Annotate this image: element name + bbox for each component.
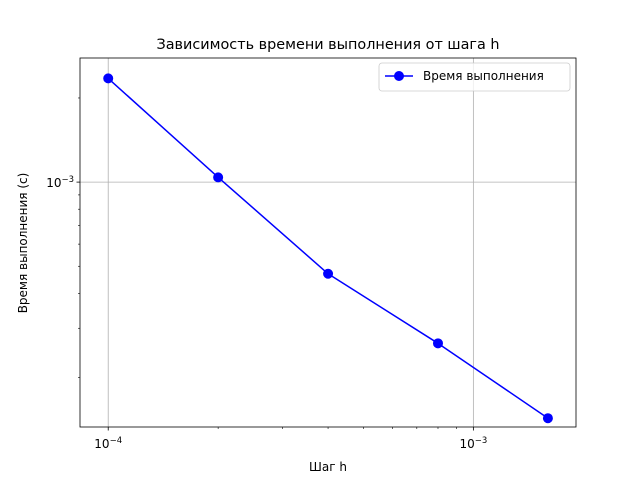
x-tick-label-base: 10	[94, 437, 109, 451]
data-point-marker	[104, 74, 113, 83]
y-tick-label-exponent: −3	[61, 175, 74, 185]
data-point-marker	[324, 269, 333, 278]
legend-marker-sample	[395, 72, 404, 81]
legend: Время выполнения	[379, 63, 570, 91]
y-axis-label: Время выполнения (с)	[16, 173, 30, 314]
data-point-marker	[543, 414, 552, 423]
chart-title: Зависимость времени выполнения от шага h	[156, 37, 499, 53]
x-axis-label: Шаг h	[309, 460, 347, 474]
y-tick-label-base: 10	[46, 176, 61, 190]
data-point-marker	[433, 339, 442, 348]
x-tick-label-exponent: −4	[110, 436, 123, 446]
x-tick-label-exponent: −3	[475, 436, 488, 446]
x-tick-label-base: 10	[459, 437, 474, 451]
legend-label: Время выполнения	[423, 69, 544, 83]
data-point-marker	[214, 173, 223, 182]
